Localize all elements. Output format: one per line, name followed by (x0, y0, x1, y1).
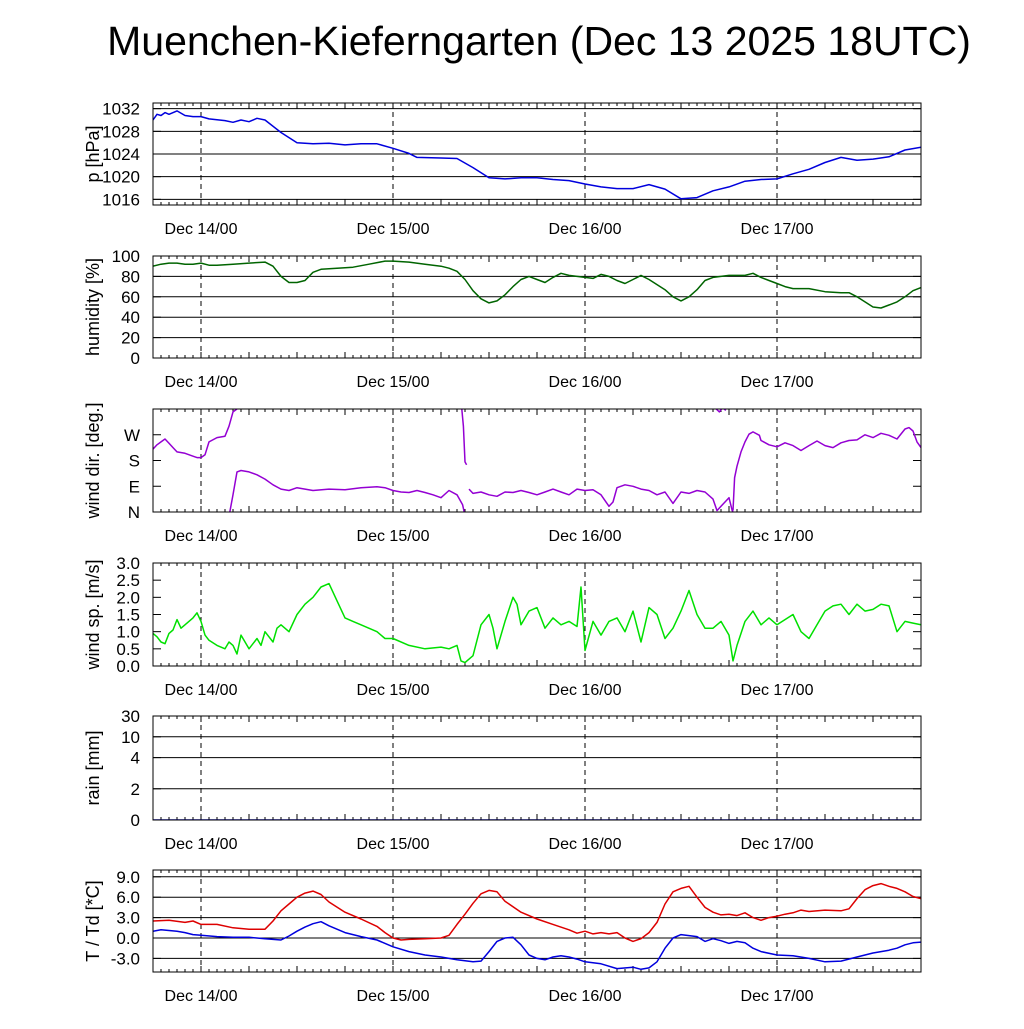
plot-frame (152, 715, 922, 821)
series-line-wind-direction (229, 469, 465, 512)
y-tick-label: 1032 (102, 100, 140, 119)
x-tick-label: Dec 16/00 (549, 528, 622, 545)
page-title: Muenchen-Kieferngarten (Dec 13 2025 18UT… (107, 18, 971, 64)
x-tick-label: Dec 17/00 (741, 682, 814, 699)
panel-wind_dir: Dec 14/00 Dec 15/00 Dec 16/00 Dec 17/00 NESW… (83, 402, 922, 545)
x-tick-label: Dec 17/00 (741, 836, 814, 853)
y-tick-label: 1024 (102, 145, 140, 164)
series-line-td (153, 920, 921, 971)
x-tick-label: Dec 16/00 (549, 836, 622, 853)
plot-frame (152, 255, 922, 359)
y-axis-label: T / Td [*C] (83, 880, 103, 961)
y-tick-label: 1020 (102, 168, 140, 187)
panel-humidity: Dec 14/00 Dec 15/00 Dec 16/00 Dec 17/00 020 4… (83, 247, 922, 391)
panel-rain: Dec 14/00 Dec 15/00 Dec 16/00 Dec 17/00 0 2 4 1… (83, 707, 922, 853)
x-tick-label: Dec 15/00 (357, 836, 430, 853)
y-tick-label: 0.0 (116, 657, 140, 676)
y-tick-label: W (124, 426, 140, 445)
y-tick-label: 10 (121, 728, 140, 747)
y-axis-label: rain [mm] (83, 730, 103, 805)
x-tick-label: Dec 15/00 (357, 374, 430, 391)
series-line-wind-direction (468, 484, 734, 512)
y-tick-label: N (128, 503, 140, 522)
y-tick-label: 2 (131, 780, 140, 799)
y-tick-label: 1016 (102, 190, 140, 209)
x-tick-label: Dec 14/00 (165, 528, 238, 545)
x-tick-label: Dec 17/00 (741, 221, 814, 238)
x-tick-label: Dec 16/00 (549, 374, 622, 391)
series-line-wind-speed (153, 582, 921, 664)
x-tick-label: Dec 14/00 (165, 836, 238, 853)
y-tick-label: 100 (112, 247, 140, 266)
x-tick-label: Dec 14/00 (165, 374, 238, 391)
y-tick-label: 4 (131, 749, 140, 768)
y-tick-label: 9.0 (116, 868, 140, 887)
y-tick-label: 3.0 (116, 554, 140, 573)
y-tick-label: 0.0 (116, 929, 140, 948)
x-tick-label: Dec 17/00 (741, 374, 814, 391)
series-line-t (153, 882, 921, 943)
y-tick-label: 2.0 (116, 588, 140, 607)
x-tick-label: Dec 17/00 (741, 528, 814, 545)
y-axis-label: p [hPa] (83, 125, 103, 182)
y-tick-label: 30 (121, 707, 140, 726)
panel-wind_sp: Dec 14/00 Dec 15/00 Dec 16/00 Dec 17/00 0.00… (83, 554, 922, 699)
y-tick-label: 1.0 (116, 623, 140, 642)
y-tick-label: 1028 (102, 122, 140, 141)
y-tick-label: 6.0 (116, 888, 140, 907)
y-axis-label: wind sp. [m/s] (83, 559, 103, 670)
panel-temperature: Dec 14/00 Dec 15/00 Dec 16/00 Dec 17/00 -3.0… (83, 868, 922, 1005)
x-tick-label: Dec 15/00 (357, 221, 430, 238)
y-axis-label: humidity [%] (83, 258, 103, 356)
y-tick-label: 0 (131, 811, 140, 830)
x-tick-label: Dec 15/00 (357, 988, 430, 1005)
y-axis-label: wind dir. [deg.] (83, 402, 103, 519)
y-tick-label: 20 (121, 329, 140, 348)
plot-frame (152, 562, 922, 667)
y-tick-label: 80 (121, 267, 140, 286)
series-line-wind-direction (153, 409, 238, 459)
x-tick-label: Dec 15/00 (357, 682, 430, 699)
y-tick-label: E (129, 477, 140, 496)
y-tick-label: 3.0 (116, 909, 140, 928)
series-line-humidity (153, 260, 921, 309)
x-tick-label: Dec 14/00 (165, 682, 238, 699)
plot-frame (152, 869, 922, 973)
panel-pressure: Dec 14/00 Dec 15/00 Dec 16/00 Dec 17/00 1016… (83, 100, 922, 238)
y-tick-label: 1.5 (116, 606, 140, 625)
series-line-wind-direction (461, 409, 468, 466)
series-line-wind-direction (715, 409, 727, 413)
plot-frame (152, 408, 922, 513)
x-tick-label: Dec 16/00 (549, 682, 622, 699)
x-tick-label: Dec 14/00 (165, 221, 238, 238)
x-tick-label: Dec 16/00 (549, 221, 622, 238)
x-tick-label: Dec 16/00 (549, 988, 622, 1005)
series-line-pressure (153, 110, 921, 200)
y-tick-label: S (129, 452, 140, 471)
x-tick-label: Dec 17/00 (741, 988, 814, 1005)
plot-frame (152, 102, 922, 206)
y-tick-label: 2.5 (116, 571, 140, 590)
y-tick-label: 40 (121, 308, 140, 327)
y-tick-label: 60 (121, 288, 140, 307)
y-tick-label: -3.0 (111, 949, 140, 968)
x-tick-label: Dec 15/00 (357, 528, 430, 545)
series-line-wind-direction (732, 426, 921, 511)
y-tick-label: 0 (131, 349, 140, 368)
y-tick-label: 0.5 (116, 640, 140, 659)
x-tick-label: Dec 14/00 (165, 988, 238, 1005)
